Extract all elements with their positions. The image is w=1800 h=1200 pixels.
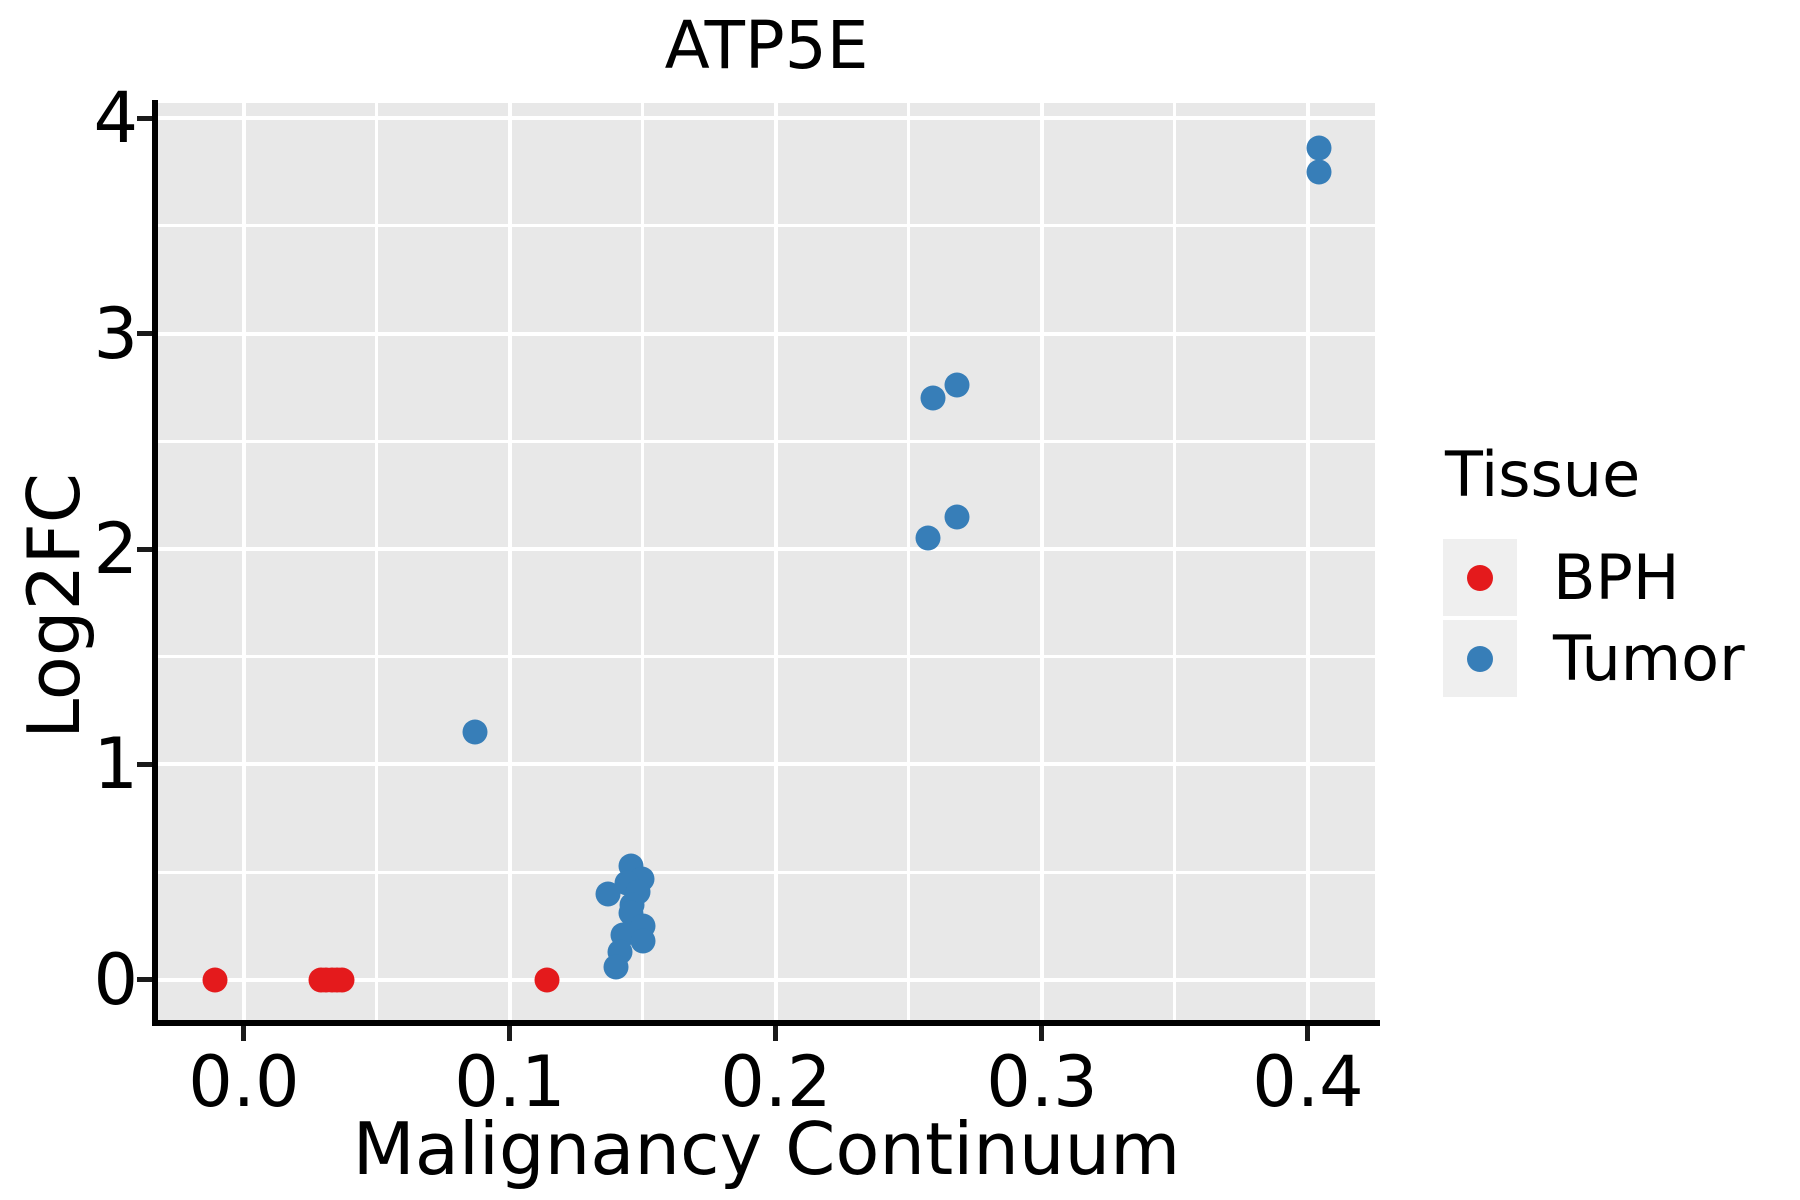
major-gridline-x xyxy=(1039,103,1044,1020)
major-gridline-x xyxy=(773,103,778,1020)
data-point-tumor xyxy=(462,719,488,745)
major-gridline-x xyxy=(1305,103,1310,1020)
y-tick-label: 4 xyxy=(93,77,138,160)
y-tick-mark xyxy=(137,977,152,983)
x-tick-label: 0.1 xyxy=(454,1041,566,1123)
minor-gridline-x xyxy=(641,103,645,1020)
data-point-bph xyxy=(329,967,355,993)
x-tick-label: 0.0 xyxy=(188,1041,300,1123)
data-point-tumor xyxy=(1306,135,1332,161)
legend-entry-bph: BPH xyxy=(1443,538,1745,617)
chart-title: ATP5E xyxy=(664,7,869,84)
legend-title: Tissue xyxy=(1445,438,1641,511)
major-gridline-y xyxy=(158,762,1375,767)
minor-gridline-y xyxy=(158,439,1375,443)
x-tick-mark xyxy=(1039,1026,1045,1041)
data-point-tumor xyxy=(915,525,941,551)
data-point-tumor xyxy=(1306,159,1332,185)
y-axis-label: Log2FC xyxy=(12,472,96,740)
y-tick-mark xyxy=(137,331,152,337)
x-axis-spine xyxy=(152,1020,1380,1026)
data-point-tumor xyxy=(944,504,970,530)
x-tick-label: 0.2 xyxy=(720,1041,832,1123)
data-point-bph xyxy=(202,967,228,993)
x-axis-label: Malignancy Continuum xyxy=(352,1107,1181,1191)
y-axis-spine xyxy=(152,100,158,1026)
x-tick-mark xyxy=(1305,1026,1311,1041)
minor-gridline-x xyxy=(375,103,379,1020)
major-gridline-y xyxy=(158,116,1375,121)
minor-gridline-y xyxy=(158,224,1375,228)
x-tick-mark xyxy=(507,1026,513,1041)
y-tick-label: 1 xyxy=(93,723,138,806)
x-tick-mark xyxy=(241,1026,247,1041)
minor-gridline-x xyxy=(907,103,911,1020)
data-point-tumor xyxy=(603,954,629,980)
legend-label-bph: BPH xyxy=(1553,540,1680,614)
y-tick-label: 2 xyxy=(93,508,138,590)
data-point-tumor xyxy=(595,881,621,907)
x-tick-mark xyxy=(773,1026,779,1041)
minor-gridline-y xyxy=(158,870,1375,874)
x-tick-label: 0.3 xyxy=(986,1041,1098,1123)
legend: Tissue BPH Tumor xyxy=(1443,438,1745,700)
y-tick-mark xyxy=(137,546,152,552)
minor-gridline-x xyxy=(1173,103,1177,1020)
tumor-marker-icon xyxy=(1467,645,1493,672)
data-point-tumor xyxy=(944,372,970,398)
y-tick-mark xyxy=(137,115,152,121)
bph-marker-icon xyxy=(1467,564,1493,591)
major-gridline-x xyxy=(241,103,246,1020)
major-gridline-x xyxy=(507,103,512,1020)
legend-key-tumor xyxy=(1443,620,1517,697)
y-tick-label: 3 xyxy=(93,292,138,375)
y-tick-label: 0 xyxy=(93,938,138,1021)
data-point-tumor xyxy=(920,385,946,411)
data-point-bph xyxy=(534,967,560,993)
y-tick-mark xyxy=(137,761,152,767)
legend-key-bph xyxy=(1443,539,1517,616)
x-tick-label: 0.4 xyxy=(1252,1041,1364,1123)
minor-gridline-y xyxy=(158,655,1375,659)
data-point-tumor xyxy=(630,928,656,954)
major-gridline-y xyxy=(158,547,1375,551)
major-gridline-y xyxy=(158,331,1375,336)
legend-entry-tumor: Tumor xyxy=(1443,619,1745,698)
legend-label-tumor: Tumor xyxy=(1553,621,1745,695)
major-gridline-y xyxy=(158,977,1375,982)
plot-panel xyxy=(158,103,1375,1020)
